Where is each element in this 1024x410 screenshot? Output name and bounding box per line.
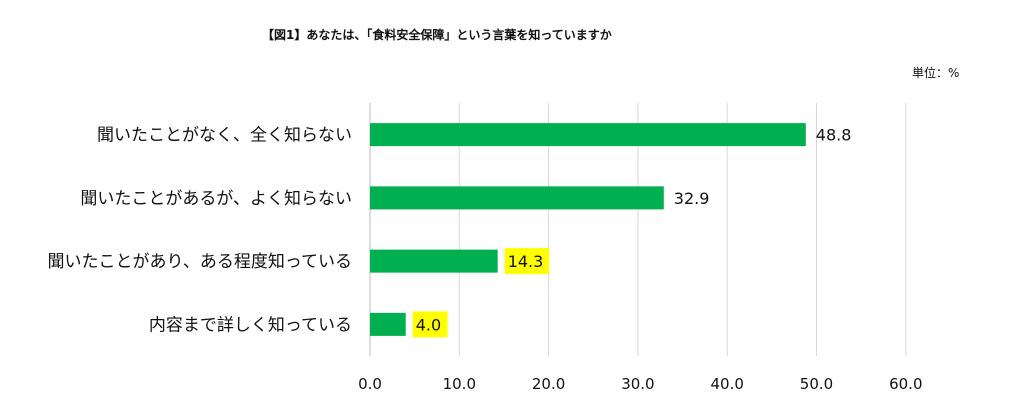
category-label: 聞いたことがあり、ある程度知っている bbox=[48, 252, 352, 272]
bar bbox=[370, 123, 806, 147]
value-label: 4.0 bbox=[416, 315, 441, 334]
unit-label: 単位：% bbox=[912, 66, 960, 80]
value-label: 14.3 bbox=[508, 252, 544, 271]
x-tick-label: 10.0 bbox=[443, 375, 476, 393]
x-tick-label: 0.0 bbox=[358, 375, 382, 393]
value-label-highlight bbox=[412, 311, 448, 338]
x-tick-label: 40.0 bbox=[710, 375, 743, 393]
x-tick-label: 20.0 bbox=[532, 375, 565, 393]
x-tick-label: 50.0 bbox=[800, 375, 833, 393]
value-label: 48.8 bbox=[816, 126, 852, 145]
bar bbox=[370, 186, 664, 210]
category-label: 内容まで詳しく知っている bbox=[149, 315, 352, 335]
category-label: 聞いたことがあるが、よく知らない bbox=[80, 189, 352, 209]
chart-title: 【図1】あなたは、「食料安全保障」という言葉を知っていますか bbox=[262, 28, 612, 42]
bar bbox=[370, 312, 406, 336]
value-label: 32.9 bbox=[674, 189, 710, 208]
x-tick-label: 30.0 bbox=[621, 375, 654, 393]
category-label: 聞いたことがなく、全く知らない bbox=[97, 126, 352, 146]
value-label-highlight bbox=[504, 248, 550, 275]
x-tick-label: 60.0 bbox=[889, 375, 922, 393]
bar bbox=[370, 249, 498, 273]
